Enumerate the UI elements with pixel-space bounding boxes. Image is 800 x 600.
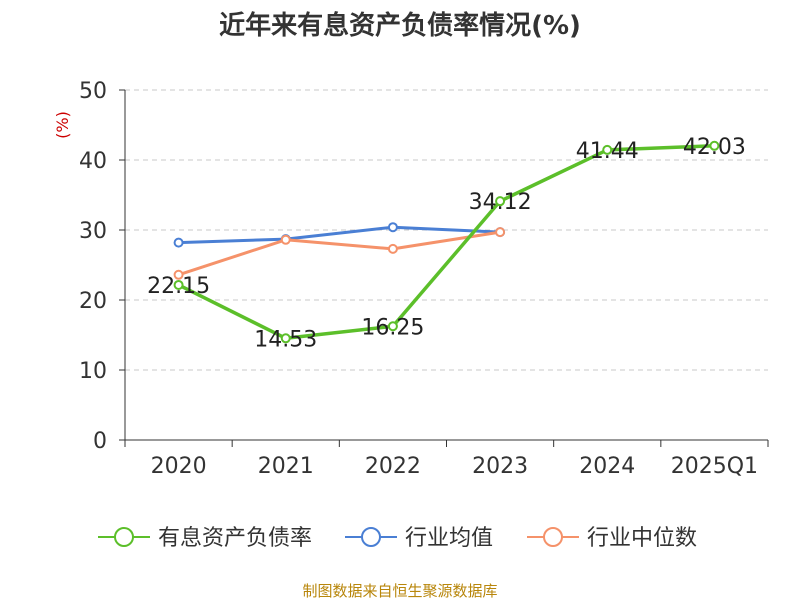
x-tick-label-2021: 2021	[258, 454, 314, 479]
x-tick-label-2024: 2024	[579, 454, 635, 479]
legend-marker-2	[543, 527, 563, 547]
x-tick-label-2025Q1: 2025Q1	[671, 454, 758, 479]
data-label-5: 42.03	[683, 135, 746, 160]
data-label-1: 14.53	[254, 327, 317, 352]
grid-lines	[125, 89, 768, 371]
data-labels: 22.15 14.53 16.25 34.12 41.44 42.03	[147, 135, 746, 353]
data-label-3: 34.12	[469, 190, 532, 215]
legend-label-1: 行业均值	[405, 526, 493, 551]
x-tick-label-2022: 2022	[365, 454, 421, 479]
y-tick-label: 0	[93, 429, 107, 454]
data-label-0: 22.15	[147, 274, 210, 299]
data-point-1-0	[173, 237, 184, 248]
series-lines	[173, 140, 720, 344]
legend-marker-0	[114, 527, 134, 547]
y-tick-label: 30	[79, 219, 107, 244]
series-line-0	[177, 144, 715, 341]
data-label-4: 41.44	[576, 139, 639, 164]
data-point-2-1	[280, 234, 291, 245]
y-tick-label: 50	[79, 79, 107, 104]
data-point-2-3	[495, 227, 506, 238]
axes: 0 10 20 30 40 50 2020 2021 2022 2023 2024 2025Q1	[79, 79, 769, 479]
data-label-2: 16.25	[361, 315, 424, 340]
data-point-0-4	[602, 144, 613, 155]
legend-marker-1	[361, 527, 381, 547]
data-point-2-2	[387, 243, 398, 254]
data-point-2-0	[173, 269, 184, 280]
data-point-0-3	[495, 196, 506, 207]
y-tick-label: 20	[79, 289, 107, 314]
data-point-0-2	[387, 321, 398, 332]
legend-label-2: 行业中位数	[587, 526, 697, 551]
y-tick-label: 40	[79, 149, 107, 174]
data-point-0-5	[709, 140, 720, 151]
y-axis-label: (%)	[53, 111, 72, 139]
series-line-2	[178, 230, 501, 277]
chart-title: 近年来有息资产负债率情况(%)	[219, 10, 581, 41]
x-tick-label-2023: 2023	[472, 454, 528, 479]
x-tick-label-2020: 2020	[151, 454, 207, 479]
legend-label-0: 有息资产负债率	[158, 526, 312, 551]
data-point-0-0	[173, 279, 184, 290]
data-point-1-2	[387, 222, 398, 233]
data-point-0-1	[280, 333, 291, 344]
series-line-1	[178, 225, 501, 245]
legend: 有息资产负债率 行业均值 行业中位数	[98, 526, 697, 551]
y-tick-label: 10	[79, 359, 107, 384]
source-note: 制图数据来自恒生聚源数据库	[302, 582, 497, 600]
